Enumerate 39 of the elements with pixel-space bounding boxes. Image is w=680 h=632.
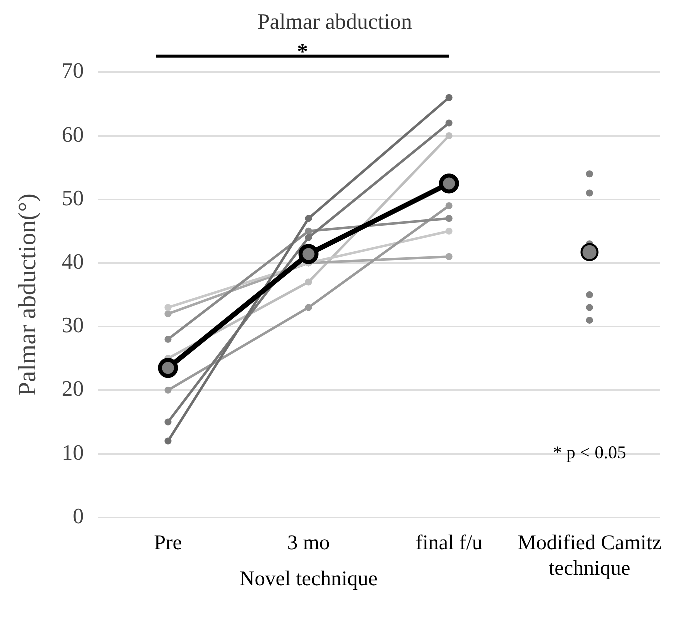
y-tick-label: 60 [62,122,84,147]
point [164,438,172,445]
y-tick-label: 40 [62,248,84,274]
point [164,386,172,394]
point [305,234,312,242]
text: * [297,39,308,64]
point [298,244,319,264]
point [305,304,312,312]
y-tick-label: 10 [62,440,84,465]
x-tick-label: final f/u [416,530,484,555]
point [446,228,453,235]
point [158,358,178,378]
point [446,202,453,210]
point [446,132,453,140]
point [164,304,172,312]
y-tick-label: 0 [73,503,84,528]
point [164,310,172,318]
point [586,292,594,298]
point [305,228,312,235]
point [305,278,312,286]
point [446,94,453,102]
point [446,120,453,127]
point [305,215,312,222]
annotation: * p < 0.05 [553,442,626,463]
chart-title: Palmar abduction [258,8,412,34]
y-axis-title: Palmar abduction(°) [14,194,42,396]
y-tick-label: 20 [62,376,84,402]
y-tick-label: 30 [62,312,84,338]
x-tick-label: 3 mo [287,530,330,555]
point [446,215,453,222]
x-tick-label: Modified Camitz technique [518,530,662,580]
y-tick-label: 70 [62,58,84,84]
x-tick-label: Pre [154,530,182,555]
point [164,418,172,426]
y-tick-label: 50 [62,185,84,210]
point [439,174,460,194]
point [164,336,172,344]
text: Novel technique [240,566,378,591]
point [446,253,453,260]
